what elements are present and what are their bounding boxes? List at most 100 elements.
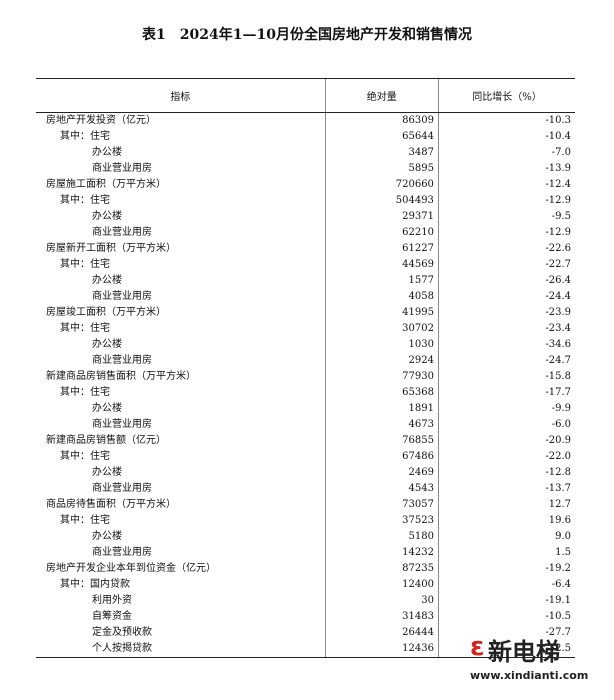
table-row: 办公楼 29371 -9.5: [36, 209, 575, 225]
yoy-growth: -10.3: [437, 112, 575, 129]
table-row: 个人按揭贷款 12436 -32.5: [36, 641, 575, 658]
row-label: 定金及预收款: [92, 627, 152, 638]
row-label: 个人按揭贷款: [36, 641, 326, 658]
table-row: 商业营业用房 2924 -24.7: [36, 353, 575, 369]
yoy-growth: -15.8: [437, 369, 575, 385]
absolute-value: 3487: [324, 145, 439, 161]
yoy-growth: -27.7: [437, 625, 575, 641]
header-cell: 指标: [36, 78, 326, 113]
absolute-value: 44569: [324, 257, 439, 273]
absolute-value: 65644: [324, 129, 439, 145]
table-row: 房地产开发企业本年到位资金（亿元） 87235 -19.2: [36, 561, 575, 577]
absolute-value: 2924: [324, 353, 439, 369]
row-label: 办公楼: [92, 531, 122, 542]
row-label: 其中：住宅: [60, 387, 110, 398]
table-row: 自筹资金 31483 -10.5: [36, 609, 575, 625]
table-row: 商业营业用房 4058 -24.4: [36, 289, 575, 305]
absolute-value: 4058: [324, 289, 439, 305]
table-body: 房地产开发投资（亿元） 86309 -10.3 其中：住宅 65644 -10.4 办公楼 3…: [36, 112, 575, 658]
header-cell: 同比增长（%）: [437, 78, 575, 113]
absolute-value: 2469: [324, 465, 439, 481]
absolute-value: 14232: [324, 545, 439, 561]
table-row: 房屋施工面积（万平方米） 720660 -12.4: [36, 177, 575, 193]
yoy-growth: -12.9: [437, 225, 575, 241]
row-label: 商业营业用房: [92, 547, 152, 558]
absolute-value: 4673: [324, 417, 439, 433]
table-row: 新建商品房销售额（亿元） 76855 -20.9: [36, 433, 575, 449]
absolute-value: 12436: [324, 641, 439, 658]
row-label: 商品房待售面积（万平方米）: [46, 499, 176, 510]
row-label: 房地产开发企业本年到位资金（亿元）: [46, 563, 216, 574]
absolute-value: 1891: [324, 401, 439, 417]
watermark-icon: ε: [470, 632, 485, 662]
table-row: 房屋竣工面积（万平方米） 41995 -23.9: [36, 305, 575, 321]
table-row: 商业营业用房 5895 -13.9: [36, 161, 575, 177]
row-label: 其中：住宅: [60, 515, 110, 526]
yoy-growth: -23.9: [437, 305, 575, 321]
row-label: 商业营业用房: [92, 419, 152, 430]
yoy-growth: -6.0: [437, 417, 575, 433]
absolute-value: 41995: [324, 305, 439, 321]
absolute-value: 5895: [324, 161, 439, 177]
row-label: 自筹资金: [92, 611, 132, 622]
absolute-value: 1030: [324, 337, 439, 353]
yoy-growth: -19.1: [437, 593, 575, 609]
table-row: 其中：住宅 67486 -22.0: [36, 449, 575, 465]
absolute-value: 30: [324, 593, 439, 609]
yoy-growth: -12.8: [437, 465, 575, 481]
absolute-value: 37523: [324, 513, 439, 529]
absolute-value: 77930: [324, 369, 439, 385]
table-row: 办公楼 5180 9.0: [36, 529, 575, 545]
table-row: 其中：住宅 37523 19.6: [36, 513, 575, 529]
absolute-value: 31483: [324, 609, 439, 625]
row-label: 其中：住宅: [60, 195, 110, 206]
yoy-growth: -20.9: [437, 433, 575, 449]
row-label: 商业营业用房: [92, 355, 152, 366]
row-label: 新建商品房销售额（亿元）: [46, 435, 166, 446]
table-row: 办公楼 1891 -9.9: [36, 401, 575, 417]
table-row: 其中：住宅 44569 -22.7: [36, 257, 575, 273]
yoy-growth: 9.0: [437, 529, 575, 545]
table-row: 新建商品房销售面积（万平方米） 77930 -15.8: [36, 369, 575, 385]
table-row: 商业营业用房 4543 -13.7: [36, 481, 575, 497]
row-label: 房地产开发投资（亿元）: [46, 115, 156, 126]
row-label: 商业营业用房: [92, 291, 152, 302]
table-row: 办公楼 1030 -34.6: [36, 337, 575, 353]
header-cell: 绝对量: [324, 78, 439, 113]
table-row: 定金及预收款 26444 -27.7: [36, 625, 575, 641]
absolute-value: 5180: [324, 529, 439, 545]
table-row: 办公楼 2469 -12.8: [36, 465, 575, 481]
table-row: 利用外资 30 -19.1: [36, 593, 575, 609]
absolute-value: 720660: [324, 177, 439, 193]
yoy-growth: -22.7: [437, 257, 575, 273]
row-label: 其中：住宅: [60, 131, 110, 142]
watermark-url: www.xindianti.com: [470, 669, 589, 682]
yoy-growth: 19.6: [437, 513, 575, 529]
row-label: 商业营业用房: [92, 483, 152, 494]
yoy-growth: 12.7: [437, 497, 575, 513]
yoy-growth: -17.7: [437, 385, 575, 401]
absolute-value: 73057: [324, 497, 439, 513]
absolute-value: 12400: [324, 577, 439, 593]
table-row: 其中：住宅 30702 -23.4: [36, 321, 575, 337]
row-label: 办公楼: [92, 147, 122, 158]
yoy-growth: -9.9: [437, 401, 575, 417]
yoy-growth: -19.2: [437, 561, 575, 577]
row-label: 新建商品房销售面积（万平方米）: [46, 371, 196, 382]
row-label: 其中：国内贷款: [60, 579, 130, 590]
row-label: 商业营业用房: [92, 227, 152, 238]
row-label: 其中：住宅: [60, 259, 110, 270]
row-label: 办公楼: [92, 403, 122, 414]
row-label: 其中：住宅: [60, 451, 110, 462]
yoy-growth: -12.4: [437, 177, 575, 193]
row-label: 办公楼: [92, 275, 122, 286]
row-label: 房屋竣工面积（万平方米）: [46, 307, 166, 318]
row-label: 房屋新开工面积（万平方米）: [46, 243, 176, 254]
yoy-growth: -24.4: [437, 289, 575, 305]
table-row: 其中：住宅 65368 -17.7: [36, 385, 575, 401]
table-row: 其中：住宅 504493 -12.9: [36, 193, 575, 209]
row-label: 房屋施工面积（万平方米）: [46, 179, 166, 190]
data-table: 指标 绝对量 同比增长（%） 房地产开发投资（亿元） 86309 -10.3 其中：住…: [36, 78, 575, 658]
yoy-growth: -22.6: [437, 241, 575, 257]
